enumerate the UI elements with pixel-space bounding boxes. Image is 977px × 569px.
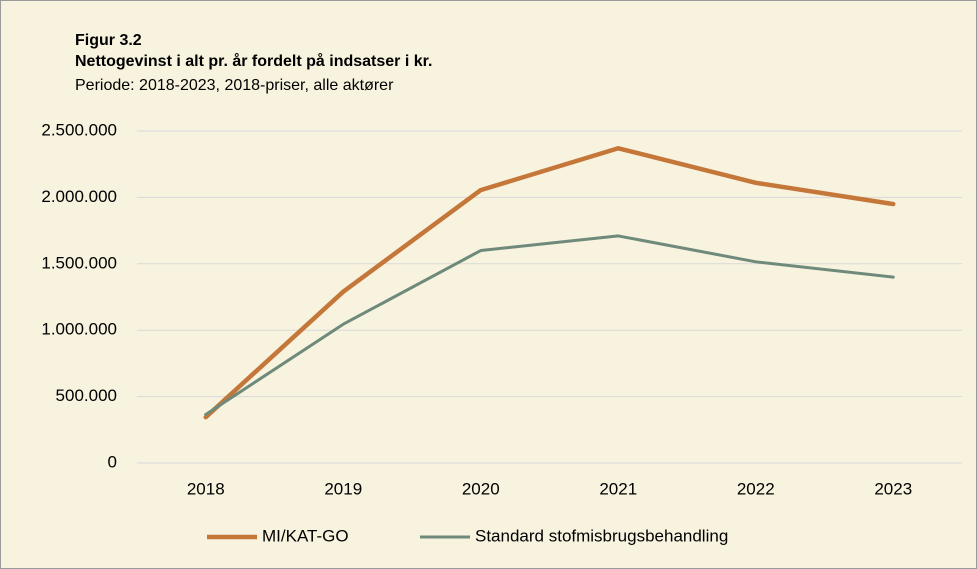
chart-caption: Periode: 2018-2023, 2018-priser, alle ak… — [75, 77, 394, 94]
chart-title: Figur 3.2 — [75, 32, 142, 49]
x-tick-label: 2023 — [874, 479, 912, 498]
legend-label: Standard stofmisbrugsbehandling — [475, 526, 728, 545]
y-tick-label: 1.000.000 — [41, 320, 117, 339]
x-tick-label: 2021 — [599, 479, 637, 498]
legend-label: MI/KAT-GO — [262, 526, 349, 545]
x-tick-label: 2022 — [737, 479, 775, 498]
x-tick-label: 2020 — [462, 479, 500, 498]
y-tick-label: 2.500.000 — [41, 120, 117, 139]
chart-subtitle: Nettogevinst i alt pr. år fordelt på ind… — [75, 52, 432, 70]
y-tick-label: 2.000.000 — [41, 187, 117, 206]
y-tick-label: 0 — [108, 452, 117, 471]
x-tick-label: 2018 — [187, 479, 225, 498]
x-tick-label: 2019 — [324, 479, 362, 498]
y-tick-label: 1.500.000 — [41, 253, 117, 272]
series-line — [204, 234, 895, 417]
series-line — [203, 146, 896, 420]
y-tick-label: 500.000 — [56, 386, 117, 405]
